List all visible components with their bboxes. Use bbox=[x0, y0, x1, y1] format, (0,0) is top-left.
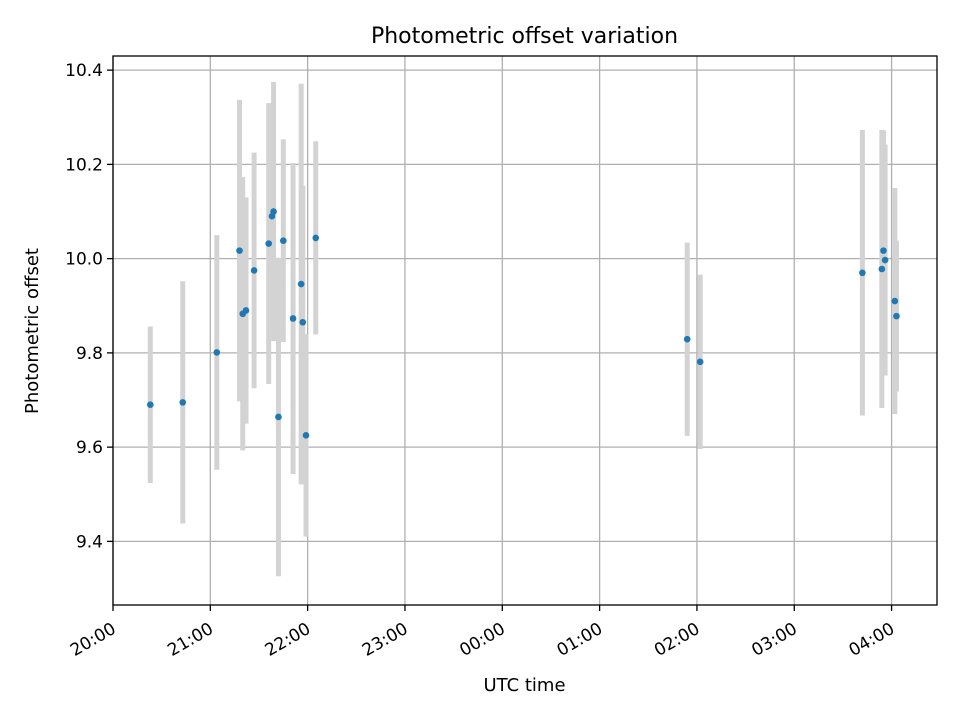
y-axis-ticks: 9.4 9.6 9.8 10.0 10.2 10.4 bbox=[65, 61, 113, 552]
data-point bbox=[265, 240, 273, 247]
data-point bbox=[881, 256, 889, 264]
y-tick-label: 10.2 bbox=[65, 155, 103, 175]
data-point bbox=[893, 312, 900, 320]
grid bbox=[112, 56, 937, 605]
data-point bbox=[859, 269, 866, 277]
x-axis-label: UTC time bbox=[483, 675, 565, 696]
data-point bbox=[270, 208, 277, 215]
data-point bbox=[280, 237, 287, 245]
data-point bbox=[299, 318, 307, 326]
y-axis-label: Photometric offset bbox=[22, 248, 43, 414]
data-point bbox=[275, 413, 282, 421]
data-point bbox=[302, 432, 310, 439]
axes-frame bbox=[112, 55, 938, 606]
data-point bbox=[213, 349, 221, 356]
data-point bbox=[683, 335, 691, 343]
data-point bbox=[147, 401, 154, 409]
data-points bbox=[147, 208, 900, 439]
data-point bbox=[878, 265, 886, 273]
data-point bbox=[236, 247, 243, 254]
y-tick-label: 9.8 bbox=[76, 344, 103, 364]
data-point bbox=[696, 358, 704, 366]
y-tick-label: 9.4 bbox=[76, 532, 103, 552]
data-point bbox=[297, 280, 305, 288]
data-point bbox=[250, 267, 258, 274]
data-point bbox=[242, 307, 250, 314]
data-point bbox=[179, 399, 187, 406]
chart-title: Photometric offset variation bbox=[371, 24, 678, 49]
y-tick-label: 10.4 bbox=[65, 61, 103, 81]
data-point bbox=[891, 297, 899, 305]
y-tick-label: 9.6 bbox=[76, 438, 103, 458]
data-point bbox=[289, 315, 297, 322]
data-point bbox=[312, 234, 320, 242]
data-point bbox=[880, 247, 887, 254]
y-tick-label: 10.0 bbox=[65, 250, 103, 270]
